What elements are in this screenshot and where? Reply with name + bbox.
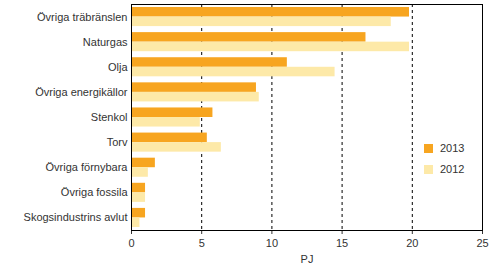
- svg-text:Torv: Torv: [107, 136, 128, 148]
- svg-text:PJ: PJ: [301, 253, 314, 265]
- svg-text:Olja: Olja: [108, 61, 128, 73]
- svg-text:15: 15: [336, 237, 348, 249]
- svg-text:Övriga fossila: Övriga fossila: [61, 186, 129, 198]
- svg-text:Övriga träbränslen: Övriga träbränslen: [37, 11, 128, 23]
- svg-text:Övriga energikällor: Övriga energikällor: [35, 86, 128, 98]
- svg-text:25: 25: [476, 237, 488, 249]
- svg-text:5: 5: [199, 237, 205, 249]
- html-text:2012: 2012: [440, 163, 465, 175]
- svg-text:0: 0: [128, 237, 134, 249]
- svg-text:Stenkol: Stenkol: [91, 111, 128, 123]
- svg-text:Övriga förnybara: Övriga förnybara: [46, 161, 129, 173]
- html-text:2013: 2013: [440, 142, 465, 154]
- svg-text:Skogsindustrins avlut: Skogsindustrins avlut: [24, 211, 128, 223]
- svg-text:10: 10: [266, 237, 278, 249]
- svg-text:Naturgas: Naturgas: [83, 36, 128, 48]
- svg-text:20: 20: [406, 237, 418, 249]
